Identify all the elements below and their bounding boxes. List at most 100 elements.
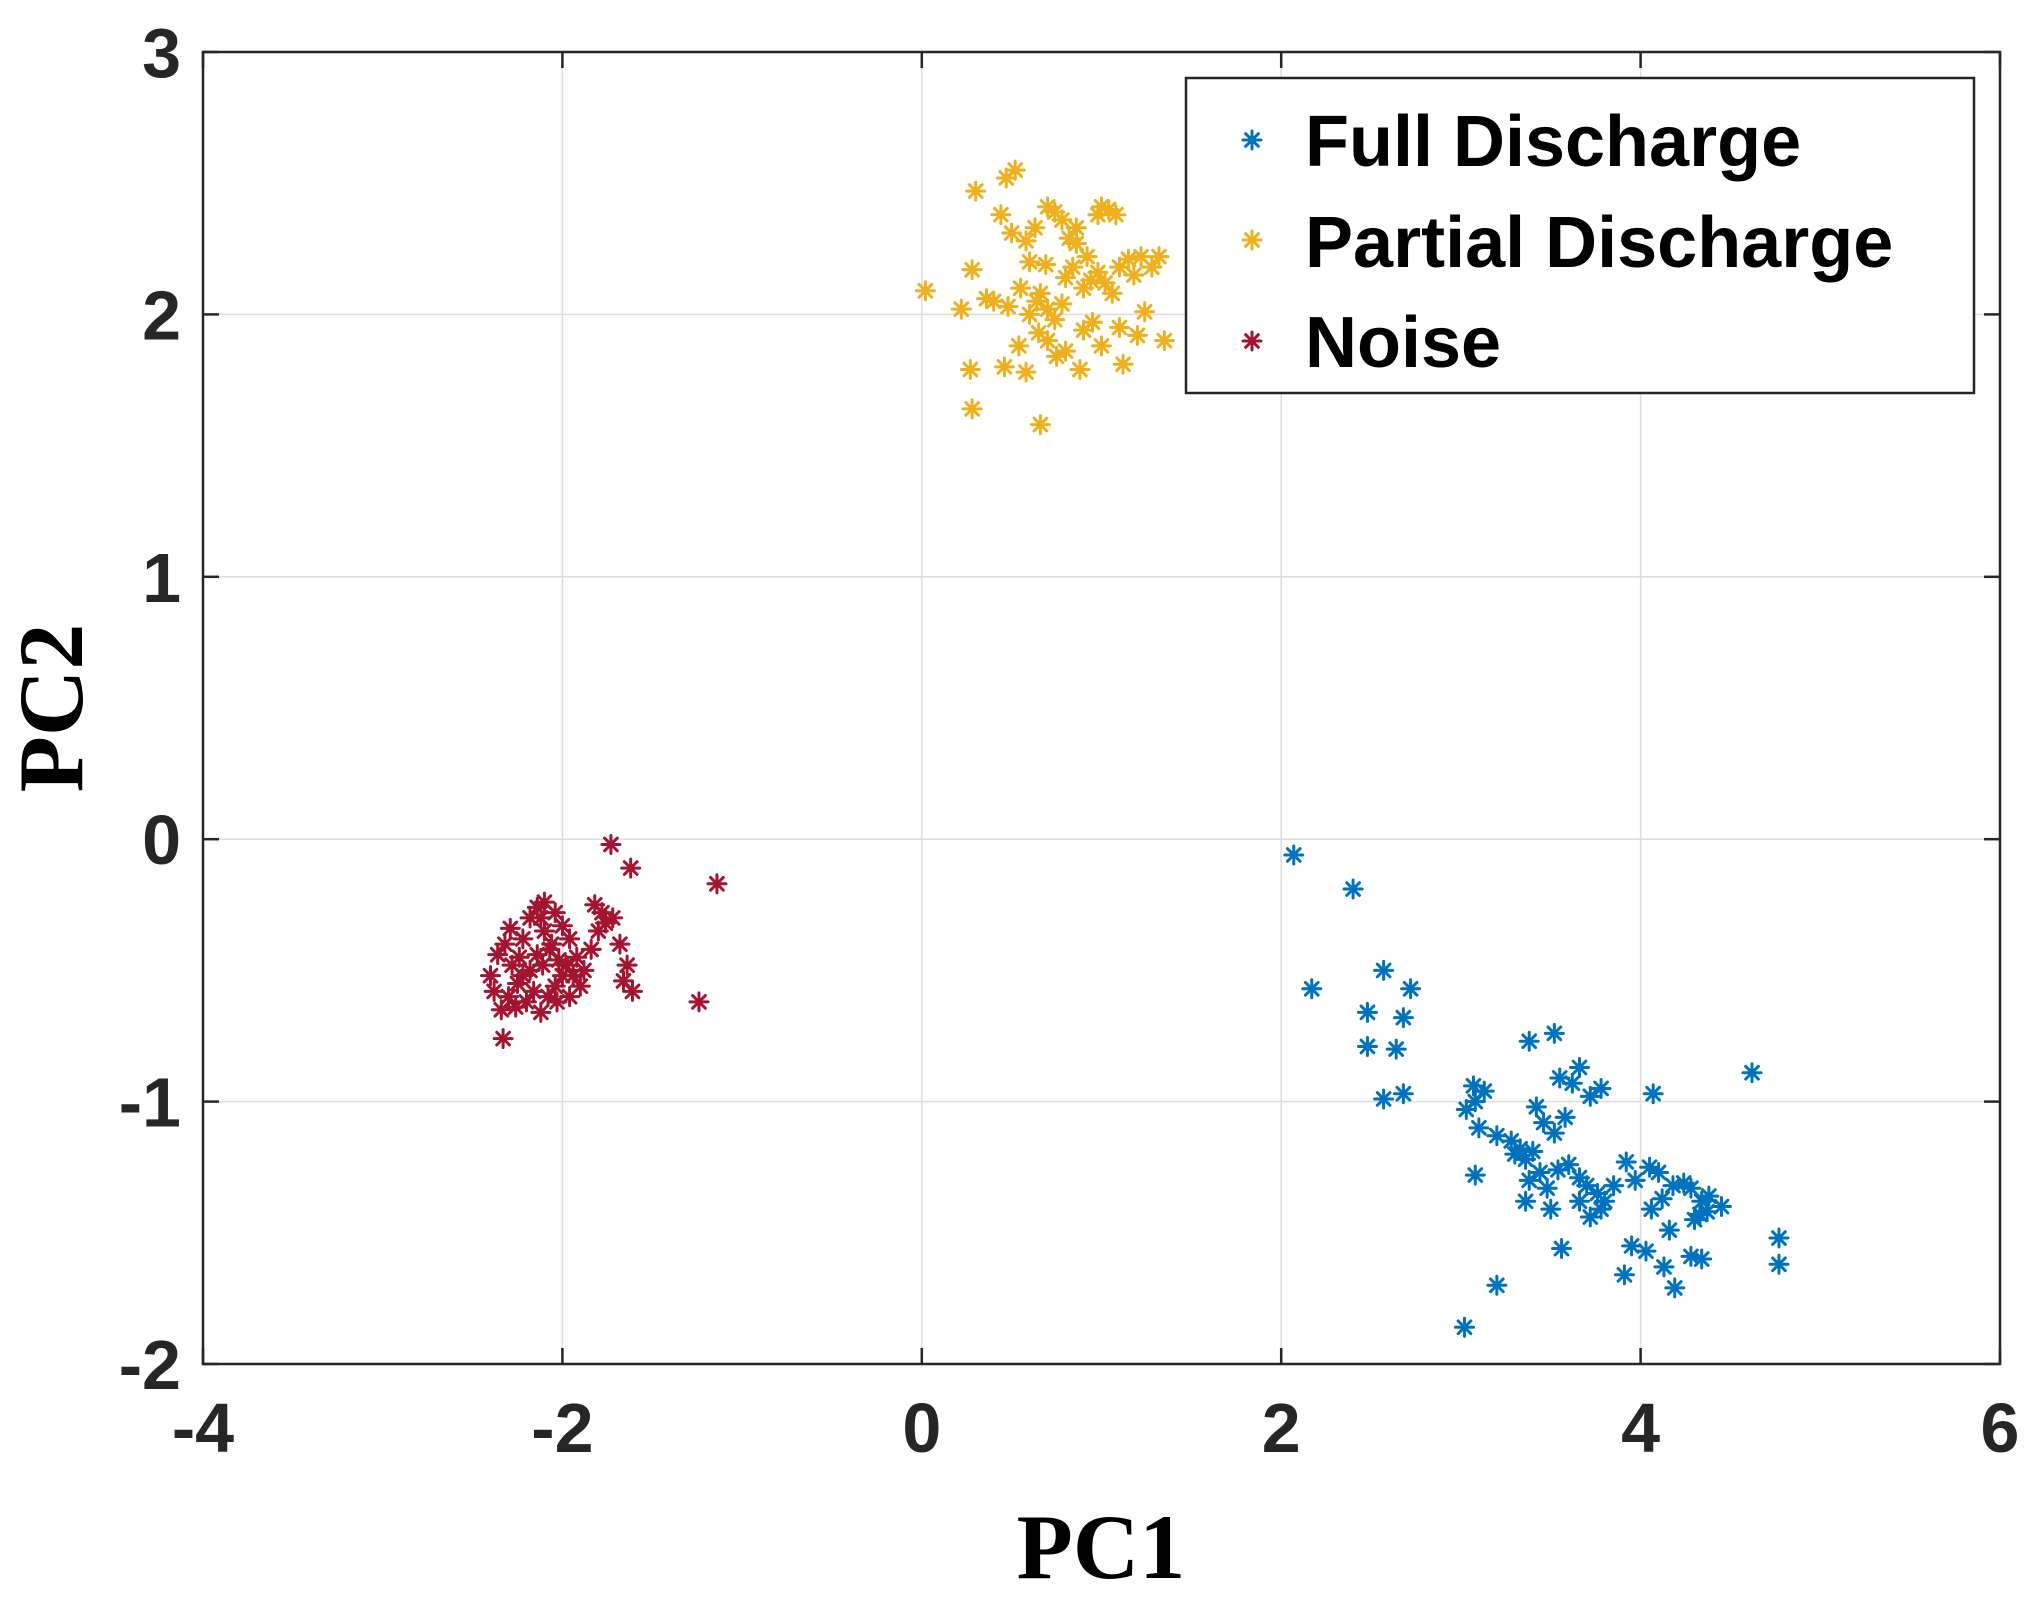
data-point-full-discharge — [1624, 1169, 1646, 1191]
data-point-partial-discharge — [961, 259, 983, 281]
data-point-noise — [569, 975, 591, 997]
data-point-noise — [544, 975, 566, 997]
data-point-partial-discharge — [914, 280, 936, 302]
data-point-partial-discharge — [1076, 246, 1098, 268]
data-point-partial-discharge — [1019, 303, 1041, 325]
legend-label-partial-discharge: Partial Discharge — [1305, 203, 1893, 283]
data-point-partial-discharge — [1037, 298, 1059, 320]
data-point-noise — [612, 970, 634, 992]
data-point-full-discharge — [1468, 1117, 1490, 1139]
data-point-noise — [512, 965, 534, 987]
data-point-partial-discharge — [1029, 414, 1051, 436]
data-point-noise — [523, 980, 545, 1002]
data-point-noise — [532, 954, 554, 976]
data-point-full-discharge — [1464, 1164, 1486, 1186]
data-point-partial-discharge — [1062, 256, 1084, 278]
data-point-full-discharge — [1515, 1190, 1537, 1212]
data-point-partial-discharge — [1069, 359, 1091, 381]
legend-box — [1184, 76, 1976, 395]
data-point-full-discharge — [1590, 1198, 1612, 1220]
data-point-noise — [621, 980, 643, 1002]
x-axis-title: PC1 — [1017, 1496, 1186, 1597]
data-point-full-discharge — [1455, 1098, 1477, 1120]
data-point-full-discharge — [1373, 1088, 1395, 1110]
data-point-full-discharge — [1579, 1085, 1601, 1107]
data-point-partial-discharge — [1015, 361, 1037, 383]
data-point-partial-discharge — [1004, 159, 1026, 181]
y-tick-label: 3 — [142, 14, 181, 92]
data-point-partial-discharge — [1046, 345, 1068, 367]
x-tick-label: 2 — [1262, 1389, 1301, 1467]
data-point-full-discharge — [1653, 1256, 1675, 1278]
data-point-full-discharge — [1648, 1161, 1670, 1183]
legend: Full Discharge Partial Discharge Noise — [1184, 76, 1976, 395]
data-point-full-discharge — [1529, 1161, 1551, 1183]
data-point-noise — [508, 946, 530, 968]
data-point-noise — [530, 1001, 552, 1023]
data-point-partial-discharge — [1037, 330, 1059, 352]
data-point-noise — [487, 944, 509, 966]
data-point-partial-discharge — [1148, 246, 1170, 268]
data-point-full-discharge — [1684, 1209, 1706, 1231]
data-point-noise — [600, 833, 622, 855]
data-point-full-discharge — [1385, 1038, 1407, 1060]
series-partial-discharge — [914, 159, 1175, 436]
axes-box — [201, 50, 2002, 1366]
data-point-full-discharge — [1518, 1030, 1540, 1052]
data-point-full-discharge — [1373, 959, 1395, 981]
data-point-full-discharge — [1603, 1175, 1625, 1197]
data-point-partial-discharge — [1105, 204, 1127, 226]
data-point-partial-discharge — [975, 288, 997, 310]
data-point-noise — [490, 999, 512, 1021]
data-point-partial-discharge — [1044, 309, 1066, 331]
series-noise — [480, 833, 728, 1050]
data-point-noise — [688, 991, 710, 1013]
data-point-full-discharge — [1540, 1198, 1562, 1220]
data-point-partial-discharge — [1134, 301, 1156, 323]
data-point-noise — [609, 933, 631, 955]
y-tick-label: 2 — [142, 276, 181, 354]
data-point-full-discharge — [1453, 1316, 1475, 1338]
data-point-full-discharge — [1586, 1182, 1608, 1204]
data-point-full-discharge — [1710, 1196, 1732, 1218]
data-point-noise — [562, 965, 584, 987]
data-point-partial-discharge — [993, 356, 1015, 378]
y-tick-label: 1 — [142, 539, 181, 617]
data-point-partial-discharge — [1112, 353, 1134, 375]
data-point-partial-discharge — [1019, 251, 1041, 273]
data-point-noise — [499, 917, 521, 939]
data-point-full-discharge — [1640, 1198, 1662, 1220]
data-point-full-discharge — [1551, 1238, 1573, 1260]
legend-markers — [1241, 129, 1263, 352]
data-point-full-discharge — [1576, 1175, 1598, 1197]
data-point-full-discharge — [1613, 1264, 1635, 1286]
data-point-partial-discharge — [1055, 267, 1077, 289]
data-point-full-discharge — [1518, 1169, 1540, 1191]
data-point-full-discharge — [1558, 1154, 1580, 1176]
y-tick-label: -1 — [119, 1064, 181, 1142]
data-point-partial-discharge — [1087, 261, 1109, 283]
legend-marker-full-discharge — [1241, 129, 1263, 151]
y-tick-label: 0 — [142, 801, 181, 879]
data-point-partial-discharge — [1101, 282, 1123, 304]
data-point-full-discharge — [1525, 1096, 1547, 1118]
data-point-partial-discharge — [1035, 254, 1057, 276]
legend-marker-partial-discharge — [1241, 229, 1263, 251]
data-point-partial-discharge — [1082, 311, 1104, 333]
data-point-full-discharge — [1658, 1219, 1680, 1241]
data-point-full-discharge — [1569, 1167, 1591, 1189]
data-point-full-discharge — [1768, 1227, 1790, 1249]
data-point-partial-discharge — [1051, 209, 1073, 231]
data-point-partial-discharge — [1010, 277, 1032, 299]
data-point-noise — [483, 980, 505, 1002]
data-point-noise — [533, 891, 555, 913]
data-point-full-discharge — [1615, 1151, 1637, 1173]
data-point-partial-discharge — [990, 204, 1012, 226]
data-point-noise — [591, 902, 613, 924]
data-point-partial-discharge — [1108, 317, 1130, 339]
data-point-partial-discharge — [1141, 256, 1163, 278]
data-points — [480, 159, 1790, 1338]
data-point-partial-discharge — [961, 398, 983, 420]
